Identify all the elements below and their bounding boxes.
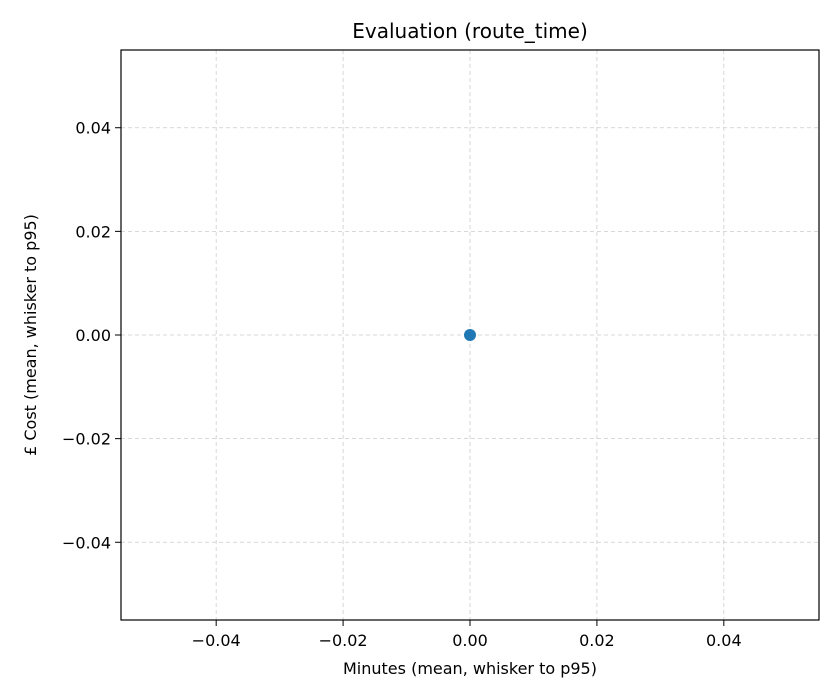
data-point bbox=[464, 329, 476, 341]
x-tick-label: 0.04 bbox=[706, 631, 742, 650]
chart-title: Evaluation (route_time) bbox=[352, 19, 588, 43]
ticks-layer: −0.04 −0.02 0.00 0.02 0.04 −0.04 −0.02 0.00 0.02… bbox=[62, 119, 742, 650]
marks-layer bbox=[464, 329, 476, 341]
grid-layer bbox=[121, 50, 819, 620]
x-tick-label: 0.02 bbox=[579, 631, 615, 650]
y-tick-label: 0.00 bbox=[75, 326, 111, 345]
y-tick-label: −0.02 bbox=[62, 430, 111, 449]
y-tick-label: 0.02 bbox=[75, 222, 111, 241]
y-tick-label: −0.04 bbox=[62, 533, 111, 552]
x-axis-label: Minutes (mean, whisker to p95) bbox=[343, 659, 597, 678]
x-tick-label: −0.02 bbox=[319, 631, 368, 650]
y-axis-label: £ Cost (mean, whisker to p95) bbox=[21, 214, 40, 456]
x-tick-label: 0.00 bbox=[452, 631, 488, 650]
x-tick-label: −0.04 bbox=[192, 631, 241, 650]
y-tick-label: 0.04 bbox=[75, 119, 111, 138]
